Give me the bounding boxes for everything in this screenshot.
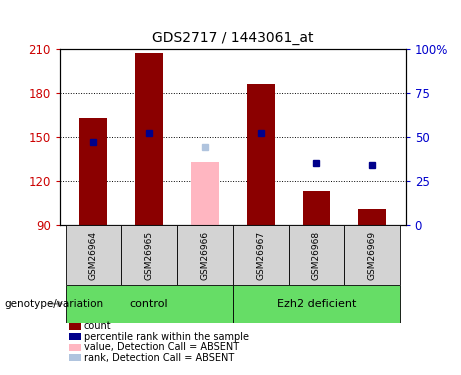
Title: GDS2717 / 1443061_at: GDS2717 / 1443061_at [152,31,313,45]
Text: GSM26969: GSM26969 [368,230,377,280]
Bar [247,84,275,225]
Text: GSM26967: GSM26967 [256,230,265,280]
Bar [302,191,331,225]
Text: GSM26966: GSM26966 [201,230,209,280]
Bar [233,225,289,285]
Text: GSM26965: GSM26965 [145,230,154,280]
Bar [191,162,219,225]
Text: GSM26968: GSM26968 [312,230,321,280]
Bar [65,225,121,285]
Text: genotype/variation: genotype/variation [5,299,104,309]
Bar [233,285,400,322]
Bar [289,225,344,285]
Bar [65,285,233,322]
Text: control: control [130,299,168,309]
Text: rank, Detection Call = ABSENT: rank, Detection Call = ABSENT [84,353,234,363]
Bar [358,209,386,225]
Bar [121,225,177,285]
Text: GSM26964: GSM26964 [89,231,98,279]
Bar [79,118,107,225]
Bar [344,225,400,285]
Text: count: count [84,321,112,331]
Text: Ezh2 deficient: Ezh2 deficient [277,299,356,309]
Bar [177,225,233,285]
Bar [135,53,163,225]
Text: percentile rank within the sample: percentile rank within the sample [84,332,249,342]
Text: value, Detection Call = ABSENT: value, Detection Call = ABSENT [84,342,239,352]
